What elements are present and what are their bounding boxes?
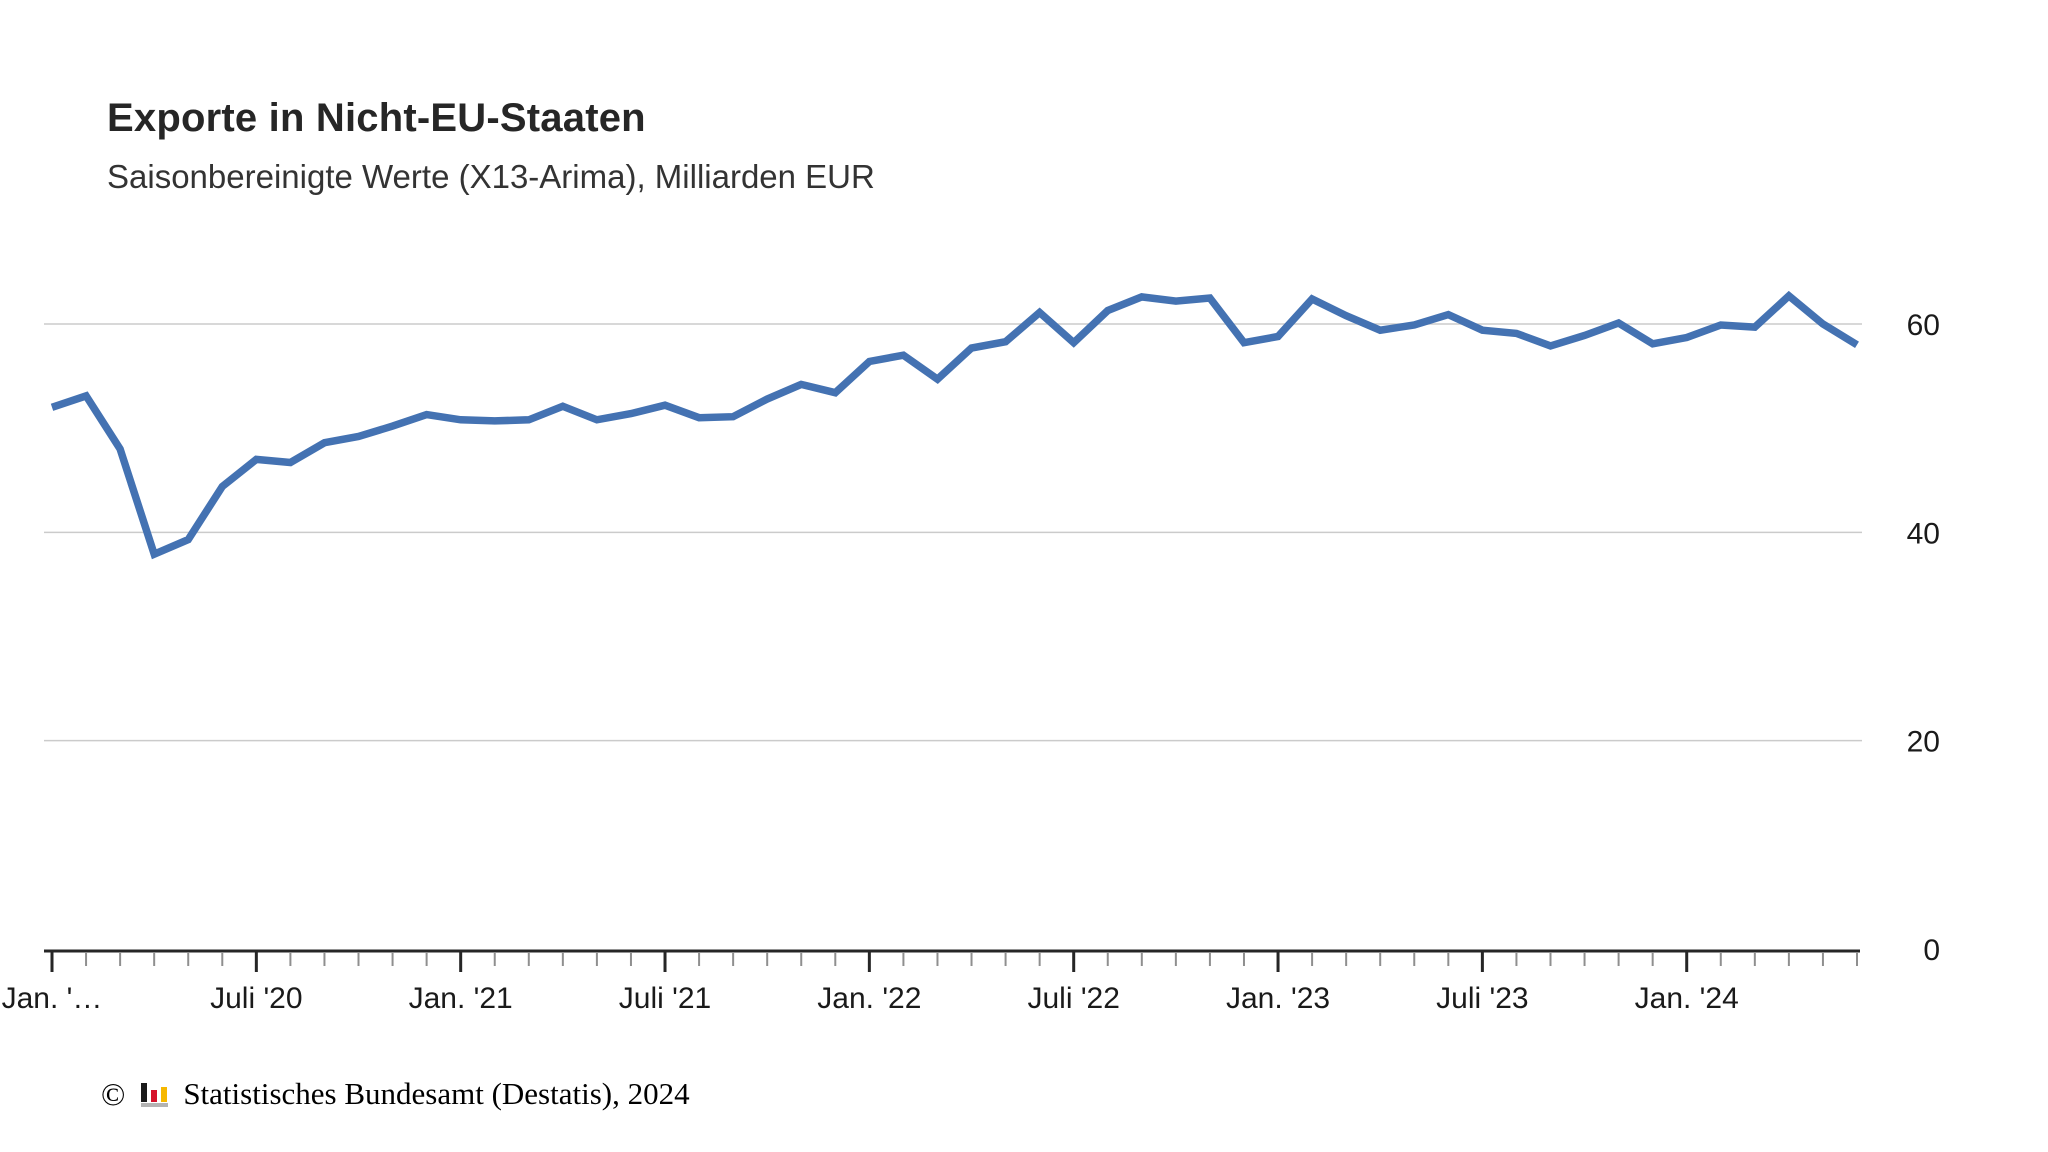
- logo-bar-black: [141, 1083, 148, 1102]
- x-tick-label: Jan. '24: [1635, 982, 1739, 1015]
- y-tick-label: 20: [1907, 726, 1940, 759]
- logo-base-line: [141, 1103, 169, 1107]
- source-text: Statistisches Bundesamt (Destatis), 2024: [183, 1076, 690, 1111]
- y-tick-label: 60: [1907, 309, 1940, 342]
- x-tick-label: Jan. '…: [2, 982, 103, 1015]
- x-tick-label: Jan. '21: [409, 982, 513, 1015]
- x-tick-label: Jan. '22: [817, 982, 921, 1015]
- logo-bar-yellow: [161, 1087, 168, 1102]
- copyright-symbol: ©: [101, 1076, 126, 1112]
- data-line: [50, 290, 1859, 560]
- x-tick-label: Juli '20: [210, 982, 302, 1015]
- x-tick-label: Juli '21: [619, 982, 711, 1015]
- chart-title: Exporte in Nicht-EU-Staaten: [107, 96, 646, 140]
- logo-bar-red: [151, 1090, 158, 1102]
- y-tick-label: 40: [1907, 517, 1940, 550]
- y-tick-label: 0: [1923, 934, 1940, 967]
- x-tick-label: Juli '22: [1027, 982, 1119, 1015]
- chart-subtitle: Saisonbereinigte Werte (X13-Arima), Mill…: [107, 158, 875, 195]
- x-tick-label: Jan. '23: [1226, 982, 1330, 1015]
- destatis-logo-icon: [141, 1081, 169, 1107]
- footer: © Statistisches Bundesamt (Destatis), 20…: [101, 1076, 690, 1112]
- x-tick-label: Juli '23: [1436, 982, 1528, 1015]
